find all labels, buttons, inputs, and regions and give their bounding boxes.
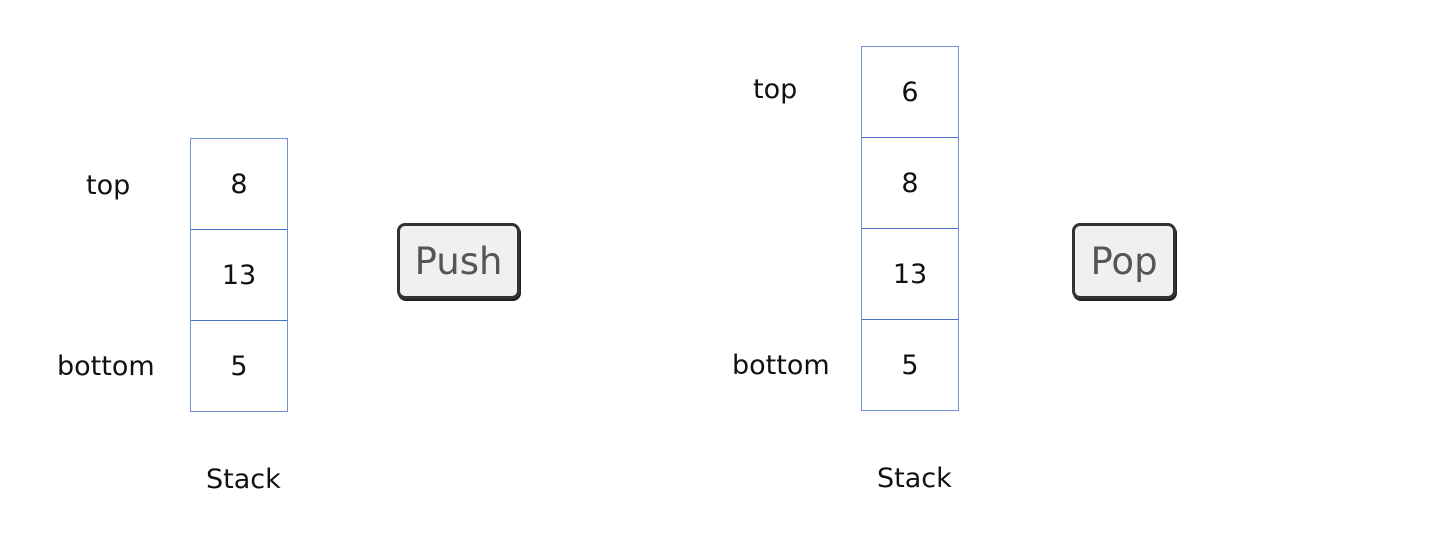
left-stack: 8 13 5: [190, 138, 288, 412]
right-stack-caption: Stack: [877, 463, 952, 494]
push-button[interactable]: Push: [397, 223, 520, 299]
right-stack: 6 8 13 5: [861, 46, 959, 411]
left-stack-cell-middle: 13: [191, 230, 287, 321]
right-stack-cell-third: 13: [862, 229, 958, 320]
right-top-label: top: [753, 74, 798, 105]
right-stack-cell-second: 8: [862, 138, 958, 229]
left-stack-cell-top: 8: [191, 139, 287, 230]
right-stack-cell-top: 6: [862, 47, 958, 138]
pop-button[interactable]: Pop: [1072, 223, 1176, 299]
right-stack-cell-bottom: 5: [901, 350, 919, 381]
left-top-label: top: [86, 170, 131, 201]
left-stack-caption: Stack: [206, 464, 281, 495]
right-bottom-label: bottom: [732, 350, 830, 381]
left-bottom-label: bottom: [57, 351, 155, 382]
left-stack-cell-bottom: 5: [230, 351, 248, 382]
